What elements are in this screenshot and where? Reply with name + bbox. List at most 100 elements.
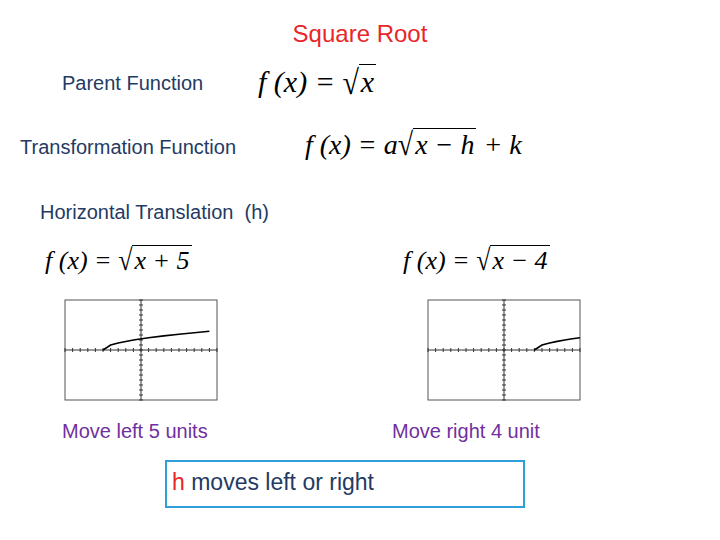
graph-caption: Move right 4 unit	[392, 420, 540, 443]
formula-lhs: f (x) =	[258, 65, 342, 98]
curve	[534, 338, 580, 350]
y-tick	[139, 315, 143, 316]
y-tick	[139, 390, 143, 391]
y-tick	[139, 370, 143, 371]
x-tick	[179, 348, 180, 352]
y-tick	[502, 310, 506, 311]
x-tick	[526, 348, 527, 352]
y-tick	[502, 315, 506, 316]
section-heading: Horizontal Translation (h)	[40, 201, 269, 224]
y-tick	[502, 385, 506, 386]
y-tick	[502, 325, 506, 326]
x-tick	[72, 348, 73, 352]
y-tick	[139, 400, 143, 401]
formula-radical: √	[342, 61, 358, 102]
y-tick	[139, 305, 143, 306]
x-tick	[80, 348, 81, 352]
x-tick	[458, 348, 459, 352]
formula-coef: a	[384, 129, 398, 160]
formula-radical: √	[476, 243, 490, 279]
x-tick	[87, 348, 88, 352]
y-tick	[139, 380, 143, 381]
x-tick	[450, 348, 451, 352]
y-tick	[139, 300, 143, 301]
formula-tail: + k	[476, 129, 521, 160]
y-tick	[502, 360, 506, 361]
y-tick	[139, 385, 143, 386]
y-tick	[502, 335, 506, 336]
x-tick	[542, 348, 543, 352]
y-tick	[502, 370, 506, 371]
x-tick	[95, 348, 96, 352]
y-tick	[139, 335, 143, 336]
x-tick	[564, 348, 565, 352]
x-tick	[171, 348, 172, 352]
x-tick	[156, 348, 157, 352]
x-tick	[186, 348, 187, 352]
slide: Square RootParent Functionf (x) = √xTran…	[0, 0, 720, 540]
graph-formula: f (x) = √x − 4	[403, 245, 550, 276]
x-tick	[580, 348, 581, 352]
x-tick	[194, 348, 195, 352]
y-tick	[502, 340, 506, 341]
y-tick	[139, 345, 143, 346]
graph	[64, 299, 218, 401]
y-tick	[502, 305, 506, 306]
x-tick	[217, 348, 218, 352]
y-tick	[502, 300, 506, 301]
graph	[427, 299, 581, 401]
x-tick	[443, 348, 444, 352]
plot-area	[103, 331, 209, 350]
y-tick	[502, 345, 506, 346]
y-tick	[502, 395, 506, 396]
y-tick	[502, 380, 506, 381]
plot-area	[534, 338, 580, 350]
y-tick	[502, 320, 506, 321]
x-tick	[466, 348, 467, 352]
formula-lhs: f (x) =	[305, 129, 384, 160]
formula-radicand: x + 5	[132, 245, 191, 275]
x-tick	[201, 348, 202, 352]
y-tick	[139, 360, 143, 361]
y-tick	[139, 310, 143, 311]
plot-frame	[65, 300, 217, 400]
y-tick	[139, 355, 143, 356]
y-tick	[139, 320, 143, 321]
x-tick	[557, 348, 558, 352]
summary-variable: h	[172, 469, 185, 496]
y-tick	[502, 400, 506, 401]
graph-caption: Move left 5 units	[62, 420, 208, 443]
formula-lhs: f (x) =	[403, 246, 476, 275]
y-tick	[502, 390, 506, 391]
formula-radicand: x − 4	[490, 245, 549, 275]
formula-radical: √	[118, 243, 132, 279]
x-tick	[473, 348, 474, 352]
y-tick	[139, 395, 143, 396]
plot-frame	[428, 300, 580, 400]
curve	[103, 331, 209, 350]
y-tick	[502, 350, 506, 351]
formula-lhs: f (x) =	[45, 246, 118, 275]
x-tick	[435, 348, 436, 352]
x-tick	[148, 348, 149, 352]
y-tick	[502, 375, 506, 376]
y-tick	[139, 375, 143, 376]
x-tick	[481, 348, 482, 352]
x-tick	[110, 348, 111, 352]
y-tick	[139, 350, 143, 351]
y-tick	[502, 355, 506, 356]
y-tick	[502, 330, 506, 331]
x-tick	[488, 348, 489, 352]
x-tick	[549, 348, 550, 352]
y-tick	[139, 365, 143, 366]
x-tick	[496, 348, 497, 352]
parent-formula: f (x) = √x	[258, 64, 376, 100]
formula-radicand: x	[359, 64, 376, 98]
y-tick	[502, 365, 506, 366]
x-tick	[428, 348, 429, 352]
graph-formula: f (x) = √x + 5	[45, 245, 192, 276]
slide-title: Square Root	[0, 20, 720, 48]
transform-label: Transformation Function	[20, 136, 236, 159]
transform-formula: f (x) = a√x − h + k	[305, 128, 522, 162]
x-tick	[133, 348, 134, 352]
